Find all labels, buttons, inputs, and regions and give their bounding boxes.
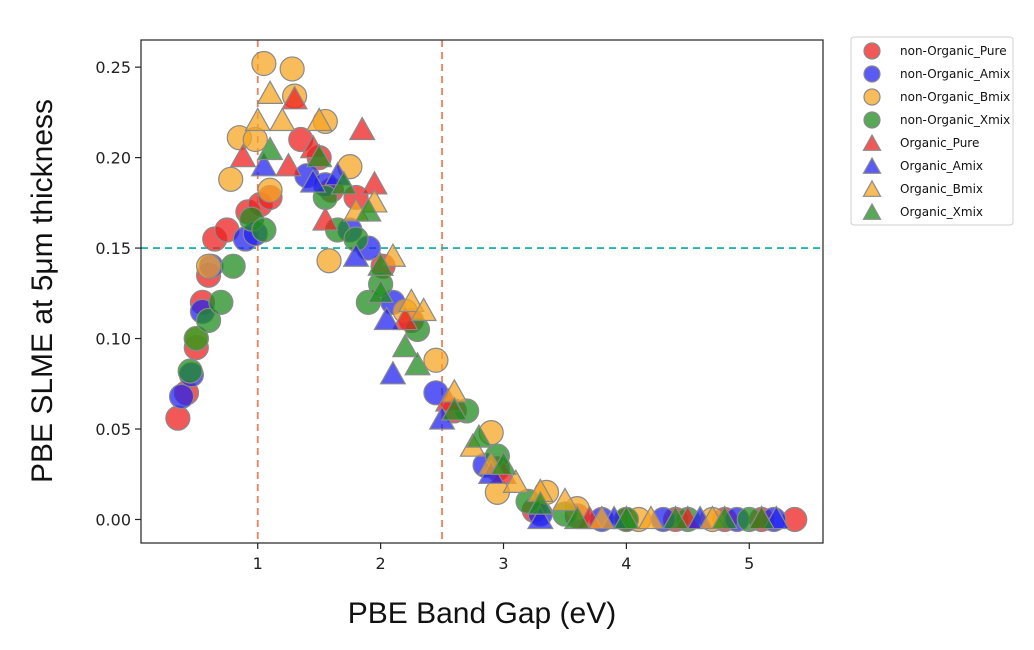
data-point: [613, 505, 640, 530]
legend: non-Organic_Pure non-Organic_Amix non-Orga…: [850, 36, 1014, 226]
y-axis-title: PBE SLME at 5μm thickness: [26, 99, 59, 483]
series-non-Organic_Xmix: [177, 184, 762, 533]
reference-lines: [141, 40, 823, 543]
legend-label: Organic_Xmix: [900, 205, 983, 219]
legend-marker: [863, 42, 881, 60]
y-tick-label: 0.20: [95, 149, 131, 168]
legend-label: non-Organic_Pure: [900, 44, 1007, 58]
data-point: [502, 469, 530, 493]
legend-label: Organic_Bmix: [900, 182, 983, 196]
data-point: [250, 152, 278, 177]
legend-marker: [863, 88, 881, 106]
data-point: [391, 333, 419, 358]
data-point: [195, 307, 222, 334]
data-point: [256, 80, 284, 104]
data-point: [257, 177, 283, 203]
data-point: [279, 56, 305, 82]
data-point: [711, 505, 739, 530]
data-point: [397, 288, 425, 313]
data-point: [299, 168, 327, 193]
x-axis-title: PBE Band Gap (eV): [348, 597, 616, 630]
data-point: [526, 505, 554, 530]
x-tick-label: 1: [253, 554, 263, 573]
data-point: [391, 306, 419, 331]
legend-marker: [863, 111, 881, 129]
data-point: [183, 325, 209, 352]
data-point: [165, 405, 191, 431]
data-point: [748, 505, 775, 530]
x-tick-label: 3: [498, 554, 508, 573]
x-tick-label: 4: [621, 554, 631, 573]
legend-marker: [862, 179, 882, 197]
legend-label: Organic_Pure: [900, 136, 979, 150]
plot-frame: [140, 39, 824, 544]
data-point: [229, 143, 257, 168]
x-axis-ticks: 1 2 3 4 5: [253, 543, 754, 573]
data-point: [440, 396, 468, 421]
data-point: [637, 505, 665, 530]
x-tick-label: 5: [744, 554, 754, 573]
plot-points: [165, 50, 808, 533]
y-tick-label: 0.25: [95, 58, 131, 77]
data-point: [465, 423, 493, 448]
y-tick-label: 0.05: [95, 420, 131, 439]
data-point: [256, 136, 284, 161]
data-point: [563, 505, 591, 530]
series-Organic_Xmix: [256, 136, 775, 530]
data-point: [218, 166, 244, 192]
legend-marker: [862, 133, 882, 151]
data-point: [662, 505, 689, 530]
data-point: [354, 197, 382, 222]
data-point: [311, 206, 339, 231]
legend-marker: [862, 202, 882, 220]
data-point: [526, 490, 554, 515]
legend-marker: [863, 65, 881, 83]
series-Organic_Amix: [250, 152, 790, 530]
data-point: [316, 248, 342, 274]
legend-label: non-Organic_Bmix: [900, 90, 1010, 104]
data-point: [367, 251, 394, 276]
data-point: [348, 116, 376, 141]
y-axis-ticks: 0.00 0.05 0.10 0.15 0.20 0.25: [95, 58, 141, 529]
legend-label: non-Organic_Amix: [900, 67, 1010, 81]
data-point: [305, 107, 333, 132]
y-tick-label: 0.10: [95, 330, 131, 349]
data-point: [379, 360, 407, 385]
data-point: [490, 450, 517, 475]
legend-frame: [850, 36, 1014, 226]
data-point: [177, 358, 203, 384]
data-point: [251, 50, 277, 77]
data-point: [168, 383, 195, 410]
data-point: [305, 143, 333, 168]
data-point: [275, 152, 302, 177]
x-tick-label: 2: [376, 554, 386, 573]
data-point: [281, 85, 308, 110]
legend-label: non-Organic_Xmix: [900, 113, 1010, 127]
y-tick-label: 0.15: [95, 239, 131, 258]
data-point: [367, 279, 394, 304]
data-point: [244, 107, 272, 132]
data-point: [551, 487, 579, 512]
legend-label: Organic_Amix: [900, 159, 983, 173]
data-point: [268, 107, 296, 132]
data-point: [342, 242, 370, 267]
data-point: [251, 217, 277, 243]
data-point: [379, 242, 407, 267]
data-point: [330, 170, 358, 195]
y-tick-label: 0.00: [95, 510, 131, 529]
data-point: [588, 505, 616, 530]
data-point: [404, 351, 431, 376]
data-point: [423, 347, 449, 373]
data-point: [220, 253, 246, 279]
data-point: [373, 306, 401, 331]
data-point: [195, 253, 222, 279]
data-point: [208, 289, 234, 315]
data-point: [410, 297, 438, 322]
legend-marker: [862, 156, 882, 174]
